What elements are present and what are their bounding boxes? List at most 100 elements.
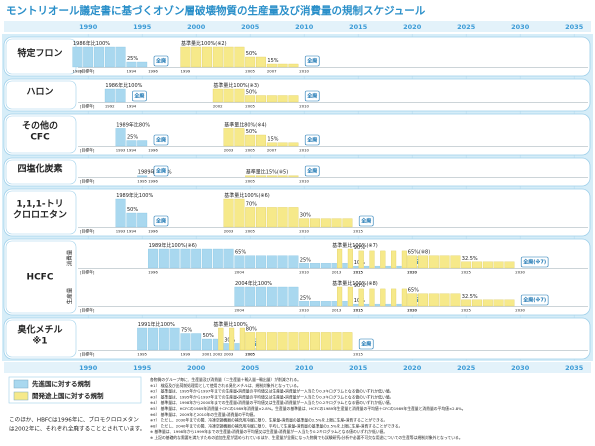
track-name: 消費量 <box>66 249 74 266</box>
value-label: 1991年比100% <box>138 321 175 328</box>
bar <box>337 286 343 307</box>
phase-out-label: 全廃 <box>360 218 372 225</box>
bar <box>223 248 234 269</box>
year-label: 1994 <box>127 229 137 234</box>
value-label: 32.5% <box>462 256 478 262</box>
bar <box>299 301 310 307</box>
x-tick-label: 2020 <box>403 23 422 31</box>
value-label: 70% <box>246 201 257 207</box>
value-label: 80% <box>246 326 257 332</box>
bar <box>191 248 202 269</box>
bar <box>493 299 504 307</box>
bar <box>288 95 299 103</box>
bar <box>342 263 348 269</box>
value-label: 50% <box>246 90 257 96</box>
bar <box>450 293 461 307</box>
year-label: 2005 <box>245 148 255 153</box>
year-label: 2007 <box>267 69 277 74</box>
value-label: 基準量比100%(※7) <box>332 242 378 249</box>
row-label: 臭化メチル <box>16 324 62 336</box>
x-tick-label: 2000 <box>187 364 206 372</box>
legend-frame <box>8 376 142 404</box>
bar <box>115 198 126 228</box>
bar <box>310 263 320 269</box>
year-label: 1999 <box>181 69 191 74</box>
bar <box>148 327 158 351</box>
year-label: 2004 <box>235 308 245 313</box>
x-tick-label: 2025 <box>457 364 476 372</box>
bar <box>104 46 115 68</box>
phase-out-label: 全廃 <box>306 58 318 65</box>
bar <box>169 248 180 269</box>
year-label: 1995 <box>137 179 147 184</box>
bar <box>148 248 158 269</box>
bar <box>218 327 224 351</box>
bar <box>180 333 191 351</box>
bar <box>137 61 148 68</box>
year-label: 2030 <box>515 308 525 313</box>
bar <box>126 61 137 68</box>
bar <box>234 128 245 147</box>
bar <box>461 261 472 269</box>
x-tick-label: 2035 <box>565 364 584 372</box>
bar <box>234 88 245 103</box>
phase-out-box <box>304 134 320 146</box>
row-label-box <box>5 240 77 314</box>
bar <box>364 265 370 269</box>
bar <box>374 303 380 307</box>
note: 各物質のグループ毎に、生産量及び消費量（＝生産量＋輸入量−輸出量）が削減される。 <box>150 377 301 382</box>
value-label: 25% <box>300 257 311 263</box>
bar <box>234 198 245 228</box>
bar <box>169 327 180 351</box>
year-label: 2020 <box>407 308 417 313</box>
bar <box>126 212 137 228</box>
row-label: 特定フロン <box>17 47 62 59</box>
bar <box>493 261 504 269</box>
phase-out-label: 全廃 <box>306 137 318 144</box>
bar <box>418 293 428 307</box>
target-year-label: [目標年] <box>80 179 95 184</box>
bar <box>266 255 277 269</box>
bar <box>212 88 223 103</box>
bar <box>347 286 353 307</box>
year-label: 2010 <box>299 148 309 153</box>
bar <box>299 218 310 228</box>
phase-out-box <box>153 215 169 227</box>
bar <box>245 255 256 269</box>
value-label: 50% <box>246 51 257 57</box>
year-label: 2003 <box>224 148 234 153</box>
bar <box>202 46 212 68</box>
year-label: 2002 <box>213 104 223 109</box>
phase-out-label: 全廃 <box>155 137 167 144</box>
bar <box>428 293 439 307</box>
bar <box>245 332 256 351</box>
year-label: 1996 <box>148 69 158 74</box>
bar <box>115 128 126 147</box>
bar <box>288 332 299 351</box>
bar <box>391 288 397 307</box>
bar <box>180 46 191 68</box>
bar <box>256 175 266 178</box>
x-tick-label: 2030 <box>511 23 530 31</box>
bar <box>104 88 115 103</box>
bar <box>277 255 288 269</box>
row-label-box <box>5 80 77 110</box>
phase-out-box <box>304 55 320 67</box>
value-label: 基準量比100%(※8) <box>332 280 378 287</box>
bar <box>472 261 482 269</box>
year-label: 1996 <box>148 179 158 184</box>
year-label: 1995 <box>137 352 147 357</box>
value-label: 1989年比100% <box>116 192 153 199</box>
target-year-label: [目標年] <box>80 229 95 234</box>
bar <box>299 332 310 351</box>
year-label: 2015 <box>353 308 363 313</box>
bar <box>245 56 256 68</box>
row-label: クロロエタン <box>13 209 67 221</box>
bar <box>331 332 342 351</box>
bar <box>277 332 288 351</box>
value-label: 65% <box>235 250 246 256</box>
phase-out-box <box>132 90 147 102</box>
x-tick-label: 1990 <box>79 23 98 31</box>
year-label: 2003 <box>224 229 234 234</box>
bar <box>137 140 148 147</box>
